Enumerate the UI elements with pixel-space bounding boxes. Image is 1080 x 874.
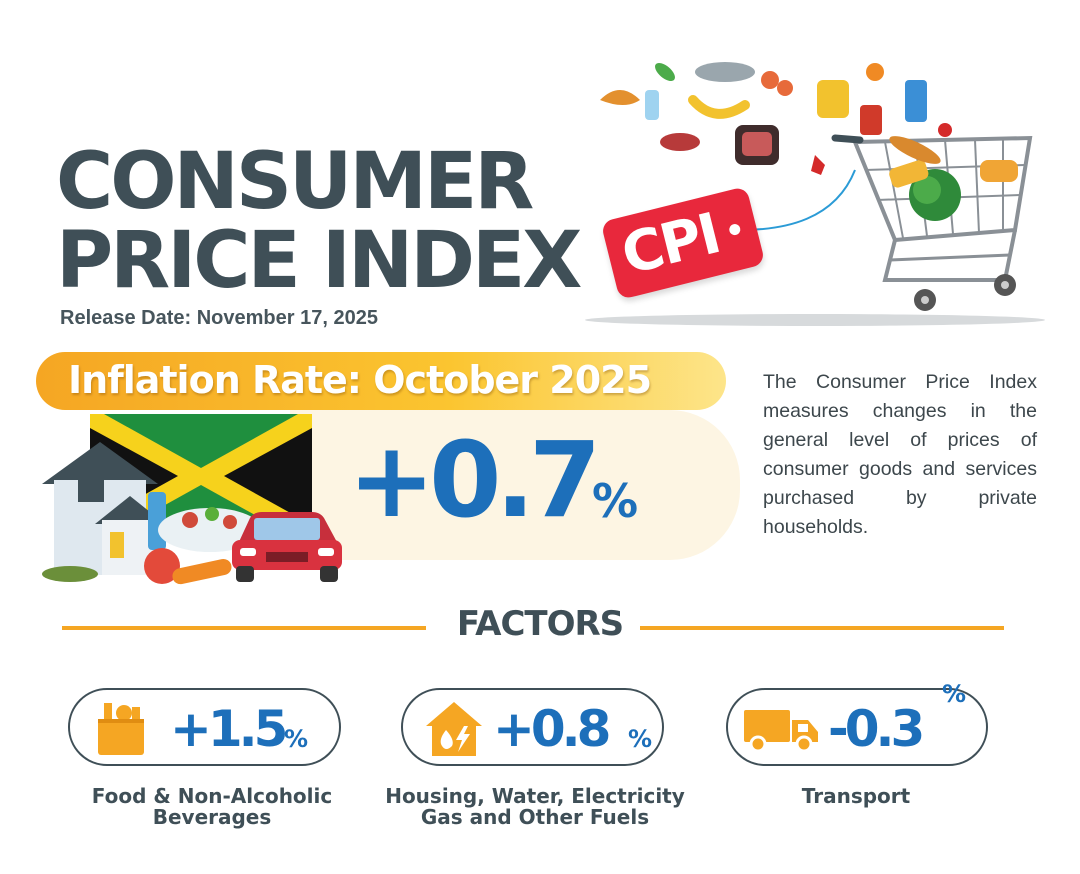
factor-label-food-line1: Food & Non-Alcoholic (91, 784, 333, 808)
factor-value-transport: -0.3 (828, 700, 925, 758)
grocery-bag-icon (98, 703, 144, 755)
factor-percent-food: % (284, 725, 309, 753)
factor-label-food-line2: Beverages (152, 805, 272, 829)
jamaica-illustration (42, 414, 342, 585)
cpi-tag-text: CPI (615, 201, 726, 288)
inflation-label-pill (36, 352, 726, 410)
factor-label-housing-line1: Housing, Water, Electricity (385, 784, 685, 808)
inflation-value: +0.7 (348, 419, 601, 541)
factor-value-food: +1.5 (170, 700, 288, 758)
cpi-description: The Consumer Price Index measures change… (763, 371, 1037, 538)
factor-percent-housing: % (628, 725, 653, 753)
house-utilities-icon (426, 702, 482, 756)
title-line-1: CONSUMER (56, 137, 534, 227)
inflation-value-panel (290, 410, 740, 560)
release-date: Release Date: November 17, 2025 (60, 307, 378, 329)
shopping-cart-illustration (585, 62, 1045, 326)
factor-value-housing: +0.8 (493, 700, 611, 758)
title-line-2: PRICE INDEX (56, 216, 582, 306)
inflation-label: Inflation Rate: October 2025 (68, 358, 652, 402)
delivery-truck-icon (744, 710, 818, 753)
car-icon (232, 512, 342, 582)
factors-rule-left (62, 626, 426, 630)
factor-label-transport: Transport (801, 784, 911, 808)
factor-percent-transport: % (942, 680, 967, 708)
factors-heading: FACTORS (456, 604, 624, 644)
factor-label-housing-line2: Gas and Other Fuels (420, 805, 650, 829)
inflation-percent-sign: % (592, 474, 639, 528)
factors-rule-right (640, 626, 1004, 630)
